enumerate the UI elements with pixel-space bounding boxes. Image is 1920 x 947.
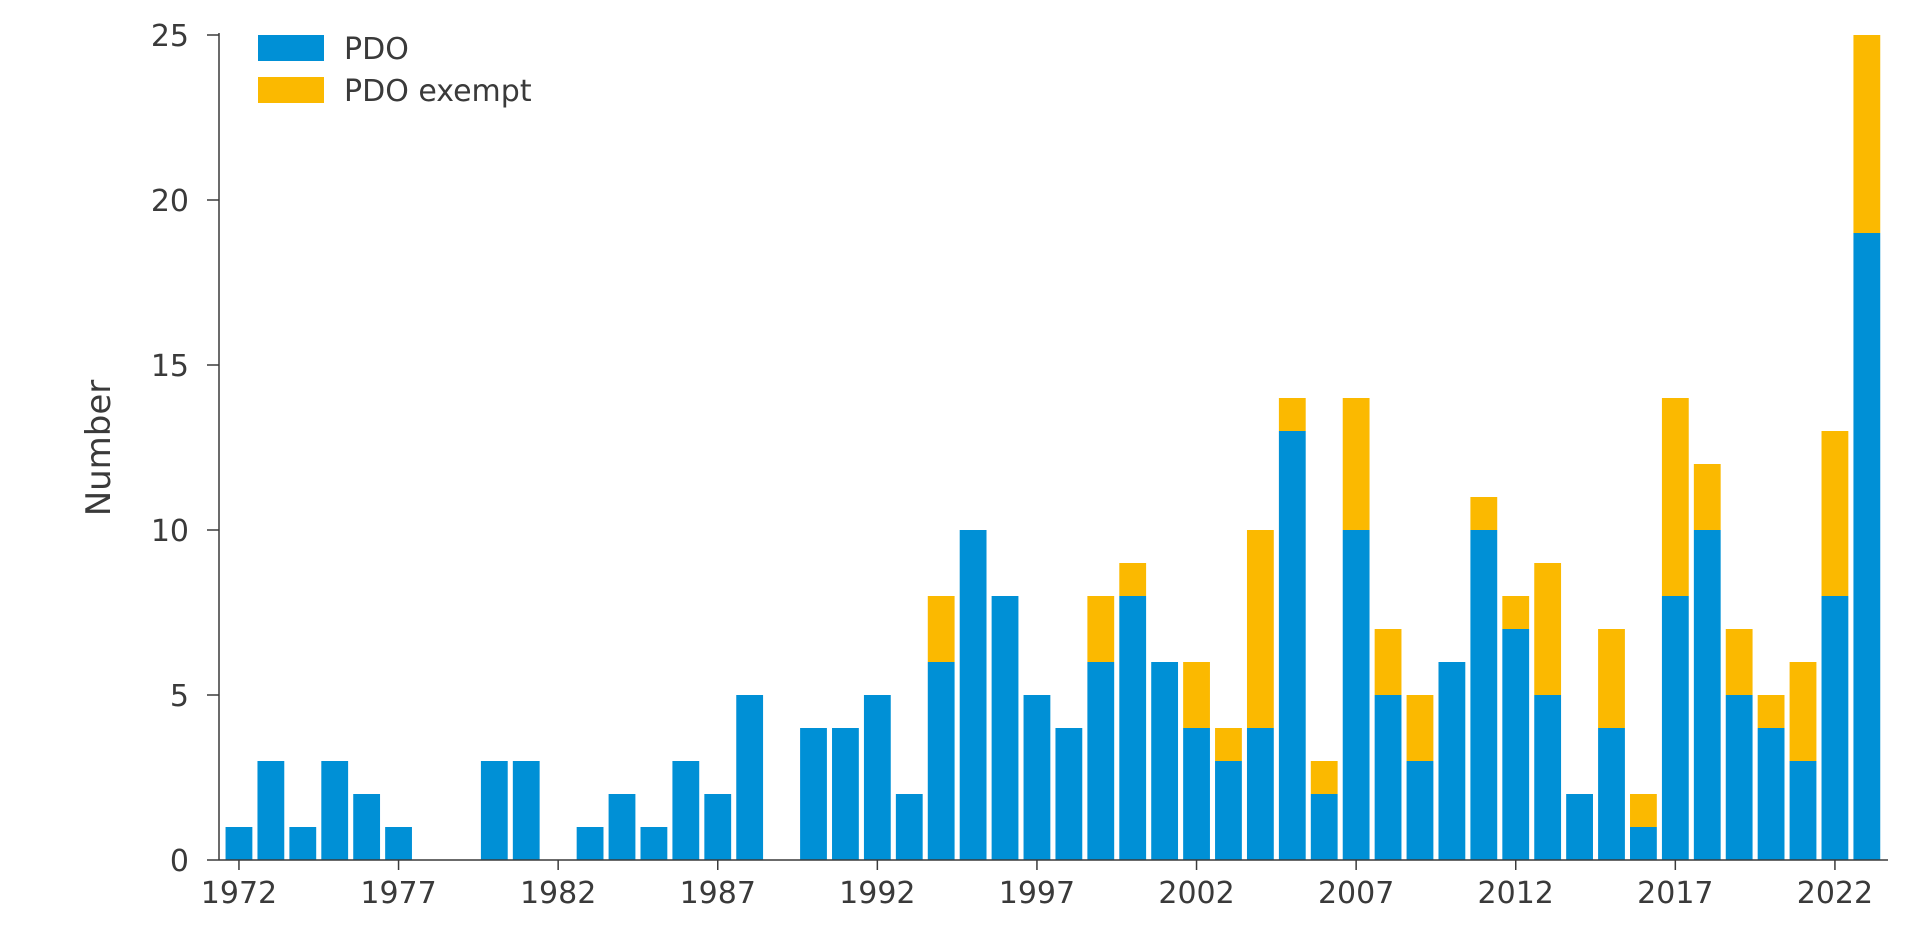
bar-pdo-2008	[1374, 695, 1402, 860]
bar-pdo-2017	[1661, 596, 1689, 860]
bar-pdo-exempt-2017	[1661, 398, 1689, 596]
legend: PDO PDO exempt	[258, 32, 532, 109]
bar-pdo-1995	[959, 530, 987, 860]
y-axis-title: Number	[79, 380, 119, 517]
bar-pdo-1994	[927, 662, 955, 860]
bar-pdo-2011	[1470, 530, 1498, 860]
y-tick-label-0: 0	[170, 844, 189, 879]
x-tick-label-2007: 2007	[1318, 876, 1394, 911]
bar-pdo-1999	[1087, 662, 1115, 860]
bar-pdo-2012	[1502, 629, 1530, 860]
bar-pdo-exempt-2020	[1757, 695, 1785, 728]
bar-pdo-1992	[863, 695, 891, 860]
bar-pdo-2014	[1566, 794, 1593, 860]
bar-pdo-1993	[895, 794, 923, 860]
bar-pdo-2004	[1246, 728, 1274, 860]
y-tick-label-25: 25	[151, 19, 189, 54]
x-tick-label-2012: 2012	[1478, 876, 1554, 911]
bar-pdo-exempt-1994	[927, 596, 955, 662]
bar-pdo-2019	[1725, 695, 1753, 860]
bar-pdo-1997	[1023, 695, 1051, 860]
bar-pdo-1985	[640, 827, 668, 860]
bar-pdo-exempt-2004	[1246, 530, 1274, 728]
bar-pdo-2016	[1630, 827, 1657, 860]
bar-pdo-1984	[608, 794, 636, 860]
bar-pdo-2020	[1757, 728, 1785, 860]
bar-pdo-2005	[1278, 431, 1306, 860]
bar-pdo-2021	[1789, 761, 1817, 860]
bar-pdo-exempt-2009	[1406, 695, 1434, 761]
legend-swatch-pdo-exempt	[258, 77, 324, 103]
bar-pdo-1980	[480, 761, 508, 860]
bar-pdo-1973	[257, 761, 285, 860]
bar-pdo-1998	[1055, 728, 1083, 860]
bar-pdo-2023	[1853, 233, 1881, 860]
bar-pdo-exempt-2015	[1598, 629, 1625, 728]
bar-pdo-2009	[1406, 761, 1434, 860]
bar-pdo-1983	[576, 827, 604, 860]
bar-pdo-exempt-2012	[1502, 596, 1530, 629]
axes-layer: 0 5 10 15 20 25 1972 1977 1982 1987 1992 1997 2002 20…	[79, 19, 1888, 911]
bar-pdo-exempt-2018	[1693, 464, 1721, 530]
bar-pdo-exempt-2023	[1853, 35, 1881, 233]
bar-pdo-1975	[321, 761, 349, 860]
bar-pdo-exempt-2000	[1119, 563, 1147, 596]
x-tick-label-2002: 2002	[1158, 876, 1234, 911]
bar-pdo-2007	[1342, 530, 1370, 860]
x-tick-label-1997: 1997	[999, 876, 1075, 911]
bar-pdo-1991	[832, 728, 859, 860]
legend-swatch-pdo	[258, 35, 324, 61]
bar-pdo-2022	[1821, 596, 1849, 860]
bar-pdo-2003	[1215, 761, 1242, 860]
y-tick-label-15: 15	[151, 349, 189, 384]
bar-pdo-1988	[736, 695, 764, 860]
bar-pdo-2010	[1438, 662, 1466, 860]
bar-pdo-1974	[289, 827, 317, 860]
bar-pdo-exempt-2006	[1310, 761, 1338, 794]
y-tick-label-5: 5	[170, 679, 189, 714]
bar-pdo-exempt-2013	[1534, 563, 1562, 695]
x-tick-label-1987: 1987	[680, 876, 756, 911]
bar-pdo-exempt-2019	[1725, 629, 1753, 695]
bar-pdo-2001	[1151, 662, 1179, 860]
bar-pdo-1977	[385, 827, 412, 860]
bar-pdo-exempt-1999	[1087, 596, 1115, 662]
bar-pdo-exempt-2005	[1278, 398, 1306, 431]
bars-layer	[225, 35, 1881, 860]
bar-pdo-1987	[704, 794, 732, 860]
bar-pdo-2000	[1119, 596, 1147, 860]
bar-pdo-1986	[672, 761, 700, 860]
bar-pdo-exempt-2002	[1183, 662, 1210, 728]
bar-pdo-2018	[1693, 530, 1721, 860]
bar-pdo-2015	[1598, 728, 1625, 860]
bar-pdo-exempt-2021	[1789, 662, 1817, 761]
bar-pdo-2013	[1534, 695, 1562, 860]
x-tick-label-2022: 2022	[1797, 876, 1873, 911]
x-tick-label-2017: 2017	[1637, 876, 1713, 911]
legend-label-pdo-exempt: PDO exempt	[344, 74, 532, 109]
legend-label-pdo: PDO	[344, 32, 409, 67]
bar-pdo-1976	[353, 794, 381, 860]
bar-pdo-exempt-2016	[1630, 794, 1657, 827]
y-tick-label-20: 20	[151, 184, 189, 219]
x-tick-label-1977: 1977	[360, 876, 436, 911]
bar-pdo-1972	[225, 827, 253, 860]
x-tick-label-1982: 1982	[520, 876, 596, 911]
bar-pdo-2006	[1310, 794, 1338, 860]
x-tick-label-1992: 1992	[839, 876, 915, 911]
bar-pdo-1981	[512, 761, 540, 860]
x-tick-label-1972: 1972	[201, 876, 277, 911]
bar-pdo-1990	[800, 728, 827, 860]
bar-pdo-1996	[991, 596, 1019, 860]
bar-pdo-exempt-2008	[1374, 629, 1402, 695]
bar-pdo-2002	[1183, 728, 1210, 860]
bar-pdo-exempt-2011	[1470, 497, 1498, 530]
bar-pdo-exempt-2022	[1821, 431, 1849, 596]
bar-pdo-exempt-2003	[1215, 728, 1242, 761]
bar-pdo-exempt-2007	[1342, 398, 1370, 530]
y-tick-label-10: 10	[151, 514, 189, 549]
